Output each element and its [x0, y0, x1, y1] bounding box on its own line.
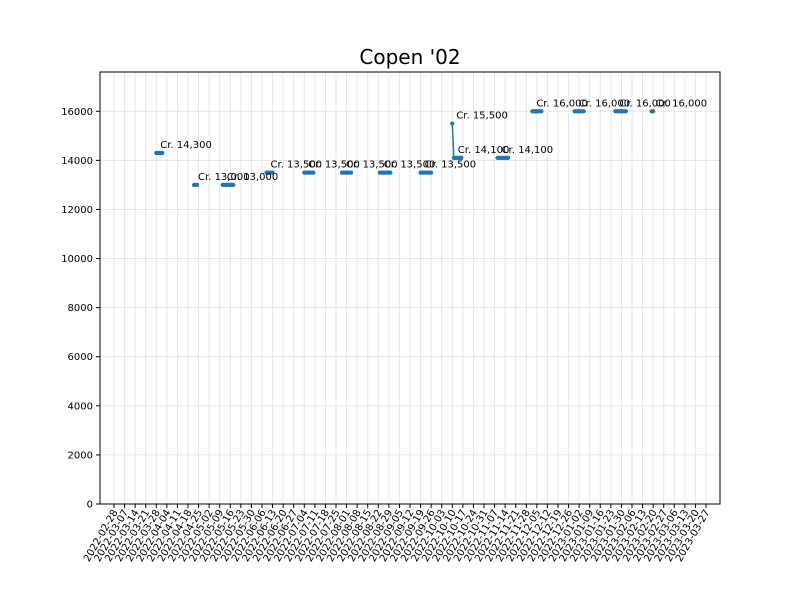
data-label: Cr. 13,000 [198, 172, 250, 183]
data-label: Cr. 13,500 [308, 160, 360, 171]
data-label: Cr. 14,300 [160, 140, 212, 151]
data-label: Cr. 13,500 [425, 160, 477, 171]
y-tick-label: 0 [87, 500, 93, 511]
series-layer [154, 109, 656, 188]
data-point [160, 150, 165, 156]
data-label: Cr. 15,500 [456, 111, 508, 122]
data-point [349, 170, 354, 175]
data-label: Cr. 16,000 [619, 98, 671, 109]
data-label: Cr. 14,100 [458, 145, 510, 156]
x-axis: 2022-02-282022-03-072022-03-142022-03-21… [82, 504, 713, 564]
y-tick-label: 12000 [61, 205, 93, 216]
data-point [231, 182, 236, 188]
data-label: Cr. 16,000 [536, 98, 588, 109]
data-label: Cr. 13,000 [227, 172, 279, 183]
data-point [194, 182, 200, 188]
data-point [623, 109, 629, 114]
y-tick-label: 8000 [68, 303, 93, 314]
y-axis: 0 2000 4000 6000 8000 10000 12000 14000 16000 [61, 107, 100, 511]
data-label: Cr. 13,500 [384, 160, 436, 171]
data-point [429, 170, 434, 175]
data-point [651, 109, 656, 114]
data-point [311, 170, 316, 175]
y-tick-label: 4000 [68, 401, 93, 412]
y-tick-label: 6000 [68, 352, 93, 363]
data-point [539, 109, 544, 114]
data-point [506, 155, 511, 161]
grid [100, 72, 720, 505]
y-tick-label: 16000 [61, 107, 93, 118]
y-tick-label: 14000 [61, 156, 93, 167]
data-label: Cr. 14,100 [502, 145, 554, 156]
data-label: Cr. 16,000 [579, 98, 631, 109]
y-tick-label: 10000 [61, 254, 93, 265]
y-tick-label: 2000 [68, 450, 93, 461]
data-point [270, 170, 275, 175]
data-point [459, 155, 464, 161]
data-label: Cr. 16,000 [656, 98, 708, 109]
data-point [581, 109, 586, 114]
data-point [450, 121, 455, 126]
data-point [388, 170, 393, 175]
data-label: Cr. 13,500 [271, 160, 323, 171]
chart-title: Copen '02 [359, 45, 460, 69]
data-label: Cr. 13,500 [346, 160, 398, 171]
